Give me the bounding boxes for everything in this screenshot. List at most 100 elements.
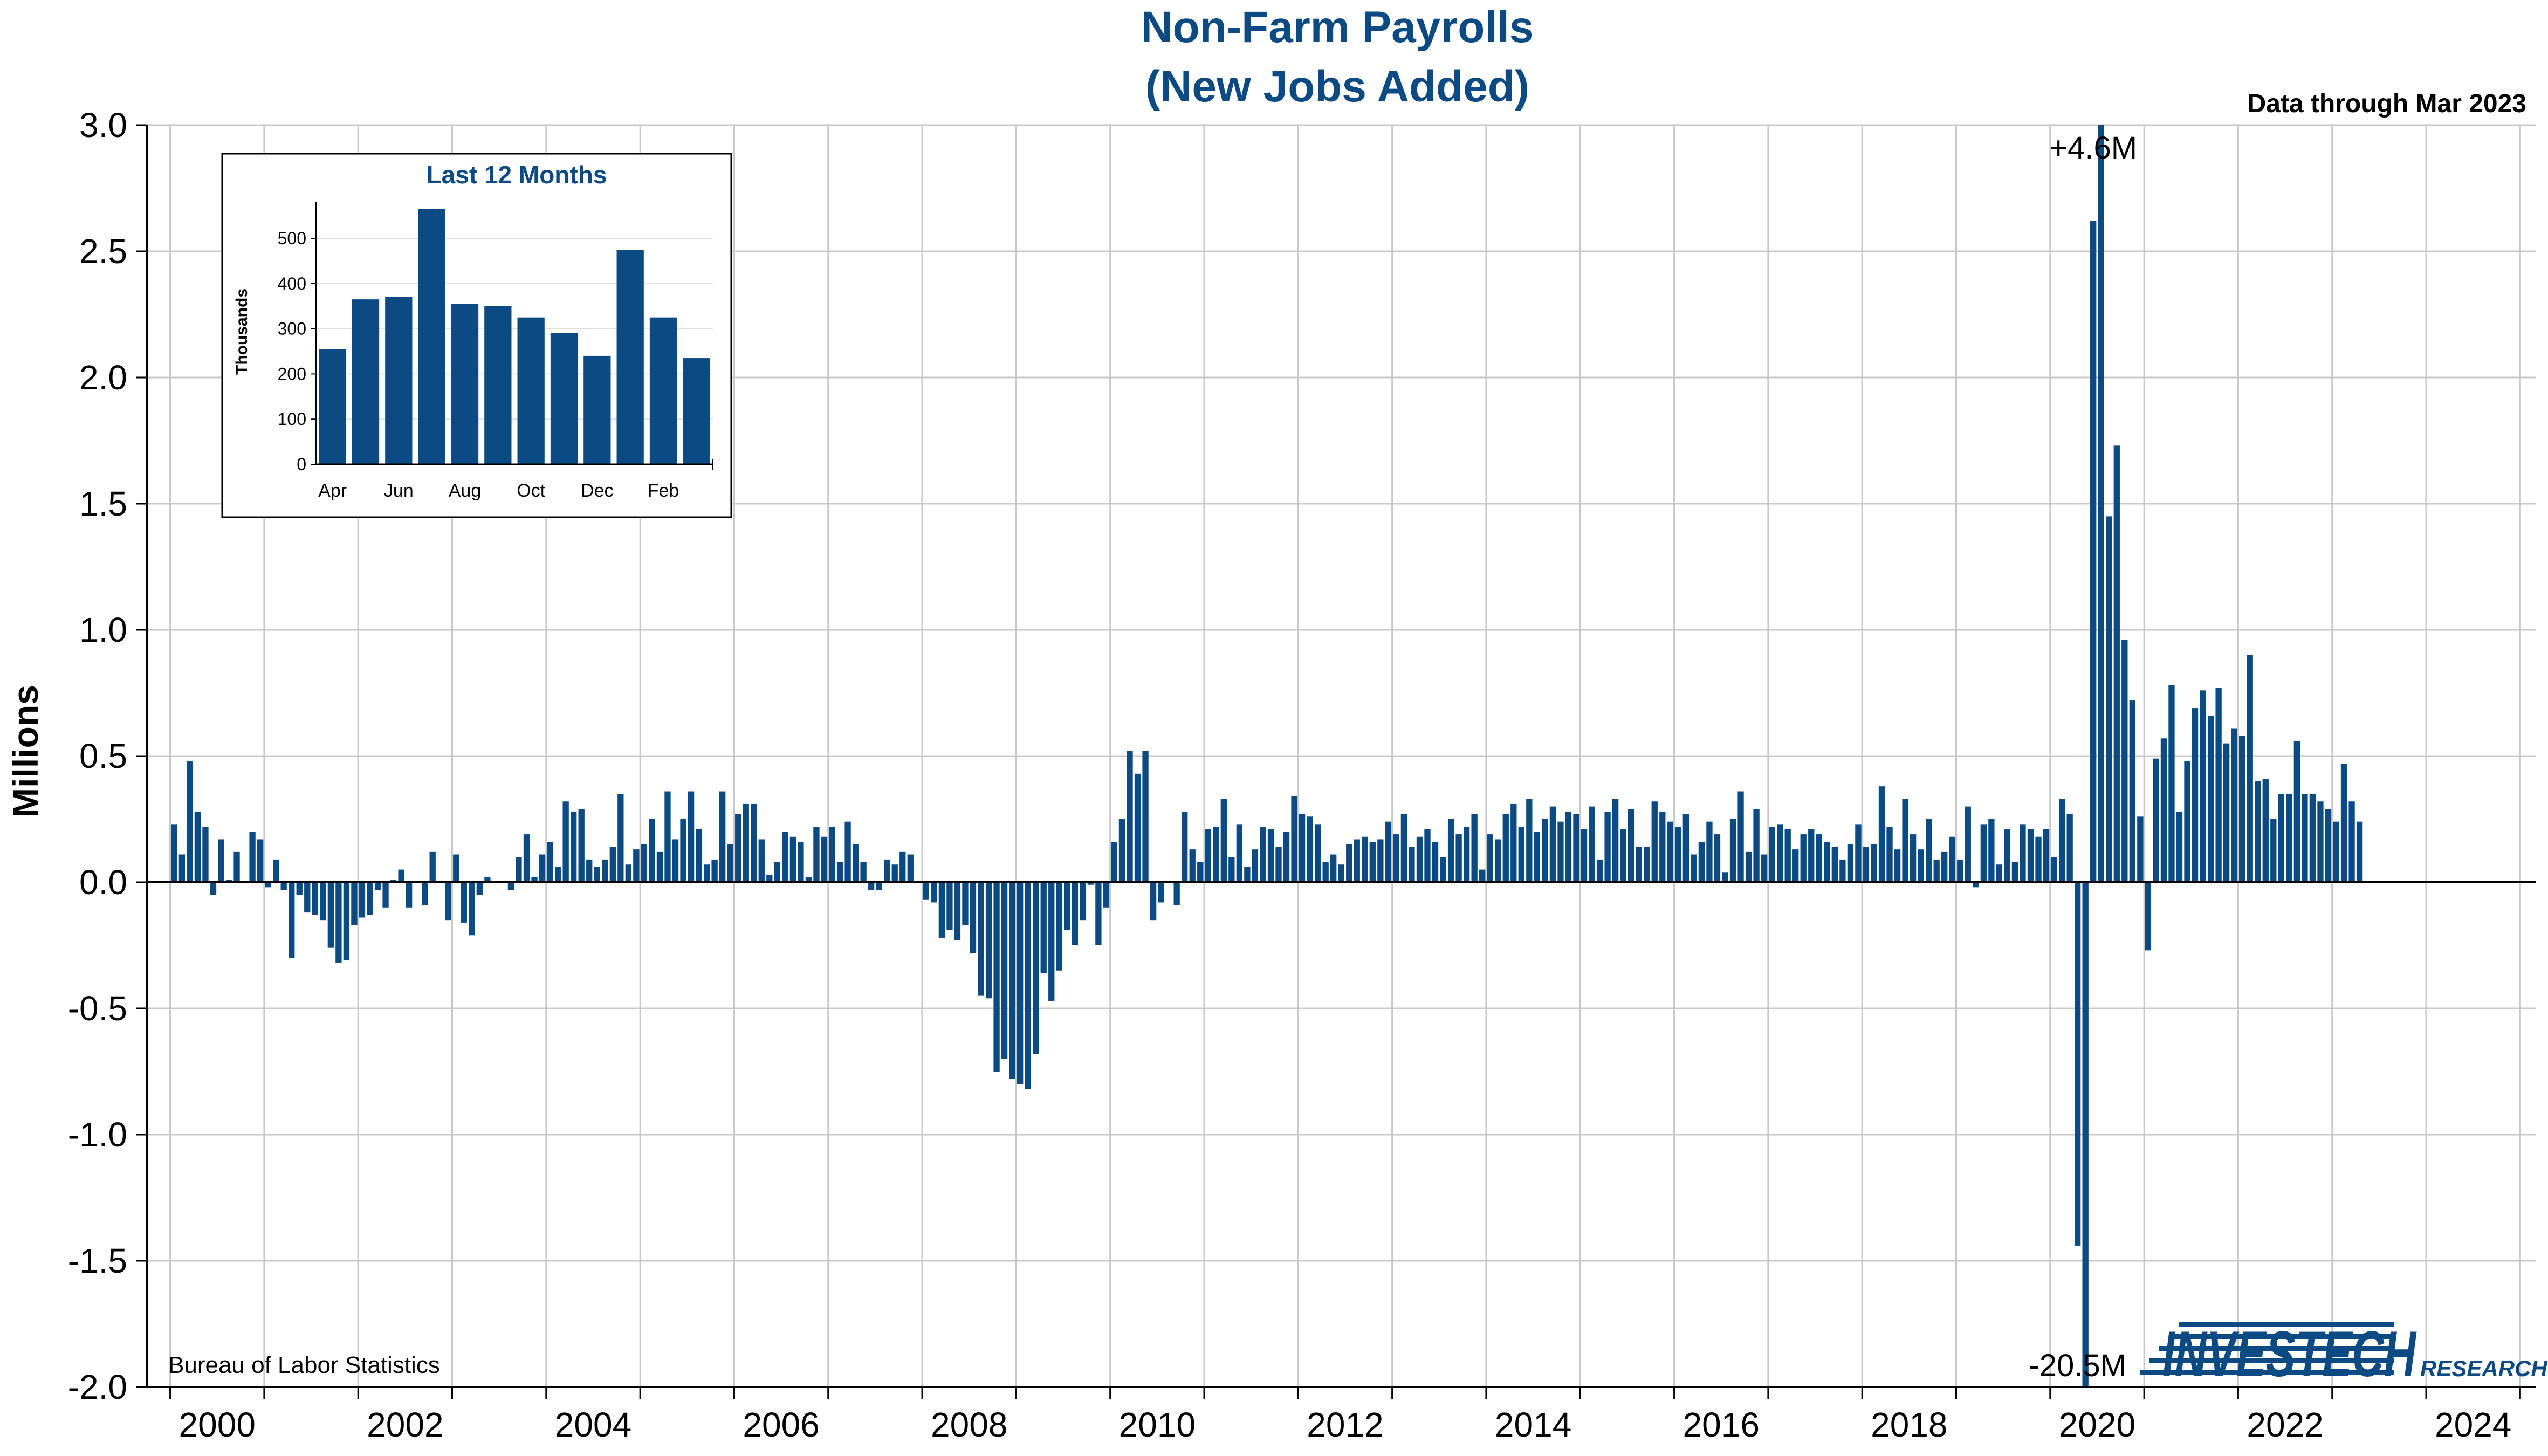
bar [367, 882, 373, 915]
bar [1056, 882, 1062, 971]
inset-bar [319, 349, 346, 464]
annotation-label: -20.5M [2029, 1348, 2126, 1383]
bar [304, 882, 311, 913]
inset-bar [583, 355, 611, 464]
bar [1158, 882, 1164, 903]
bar [2184, 761, 2190, 882]
bar [578, 809, 585, 882]
bar [359, 882, 366, 918]
bar [1714, 834, 1721, 882]
bar [523, 834, 530, 882]
bar [547, 842, 553, 882]
bar [1918, 849, 1924, 882]
bar [1933, 859, 1940, 882]
x-tick-label: 2024 [2435, 1405, 2511, 1444]
chart-title: Non-Farm Payrolls [1141, 3, 1534, 52]
bar [2004, 829, 2010, 882]
bar [2106, 516, 2112, 882]
bar [1549, 806, 1556, 882]
main-annotations: +4.6M -20.5M [2029, 131, 2137, 1383]
bar [1651, 801, 1658, 882]
bar [1886, 827, 1893, 882]
bar [2348, 801, 2355, 882]
inset-y-tick-label: 400 [278, 274, 306, 293]
bar [1197, 862, 1204, 882]
bar [884, 859, 890, 882]
inset-bar [385, 297, 413, 464]
inset-gridlines [316, 238, 713, 420]
bar [1495, 839, 1501, 882]
bar [398, 869, 404, 882]
inset-bars [319, 209, 710, 464]
bar [1173, 882, 1180, 905]
bar [2255, 781, 2261, 882]
bar [1980, 824, 1987, 882]
bar [1487, 834, 1493, 882]
bar [374, 882, 381, 890]
bar [1753, 809, 1760, 882]
bar [852, 844, 859, 882]
bar [2035, 836, 2042, 882]
bar [2066, 814, 2073, 882]
bar [609, 847, 616, 882]
bar [2137, 816, 2144, 882]
bar [1142, 751, 1149, 882]
bar [1745, 851, 1752, 882]
bar [484, 877, 491, 882]
bar [2207, 716, 2214, 882]
y-tick-label: 1.5 [79, 484, 127, 523]
bar [1463, 827, 1470, 882]
bar [1729, 819, 1736, 882]
bar [390, 880, 397, 882]
bar [649, 819, 655, 882]
bar [2247, 655, 2253, 882]
bar [844, 821, 851, 882]
bar [1510, 803, 1517, 882]
bar [985, 882, 992, 999]
logo-stripes [2140, 1322, 2394, 1375]
bar [1330, 854, 1337, 882]
bar [1127, 751, 1133, 882]
bar [461, 882, 467, 923]
bar [1534, 832, 1541, 882]
x-tick-label: 2022 [2247, 1405, 2323, 1444]
bar [1322, 862, 1329, 882]
bar [1863, 847, 1870, 882]
bar [1072, 882, 1078, 945]
bar [273, 859, 279, 882]
x-tick-label: 2018 [1871, 1405, 1947, 1444]
bar [1260, 827, 1266, 882]
logo-subtext: RESEARCH [2420, 1356, 2548, 1381]
bar [1644, 847, 1650, 882]
bar [1103, 882, 1110, 908]
bar [1949, 836, 1955, 882]
inset-bar [418, 209, 445, 464]
bar [946, 882, 953, 930]
bar [1001, 882, 1008, 1059]
bar [194, 811, 201, 882]
bar [2027, 829, 2034, 882]
bar [1589, 806, 1595, 882]
bar [445, 882, 451, 921]
bar [469, 882, 475, 936]
inset-x-tick-label: Feb [648, 480, 679, 501]
bar [2231, 728, 2237, 882]
bar [1800, 834, 1807, 882]
bar [289, 882, 295, 958]
bar [1150, 882, 1157, 921]
bar [1706, 821, 1713, 882]
bar [531, 877, 538, 882]
bar [664, 791, 671, 882]
bar [422, 882, 428, 905]
bar [2262, 779, 2269, 882]
bar [2340, 764, 2347, 882]
bar [821, 836, 828, 882]
bar [1393, 834, 1399, 882]
bar [1824, 842, 1830, 882]
bar [2317, 801, 2324, 882]
bar [1064, 882, 1070, 930]
annotation-label: +4.6M [2049, 131, 2137, 166]
y-tick-label: 0.5 [79, 737, 127, 775]
bar [2293, 740, 2300, 882]
bar [1542, 819, 1548, 882]
